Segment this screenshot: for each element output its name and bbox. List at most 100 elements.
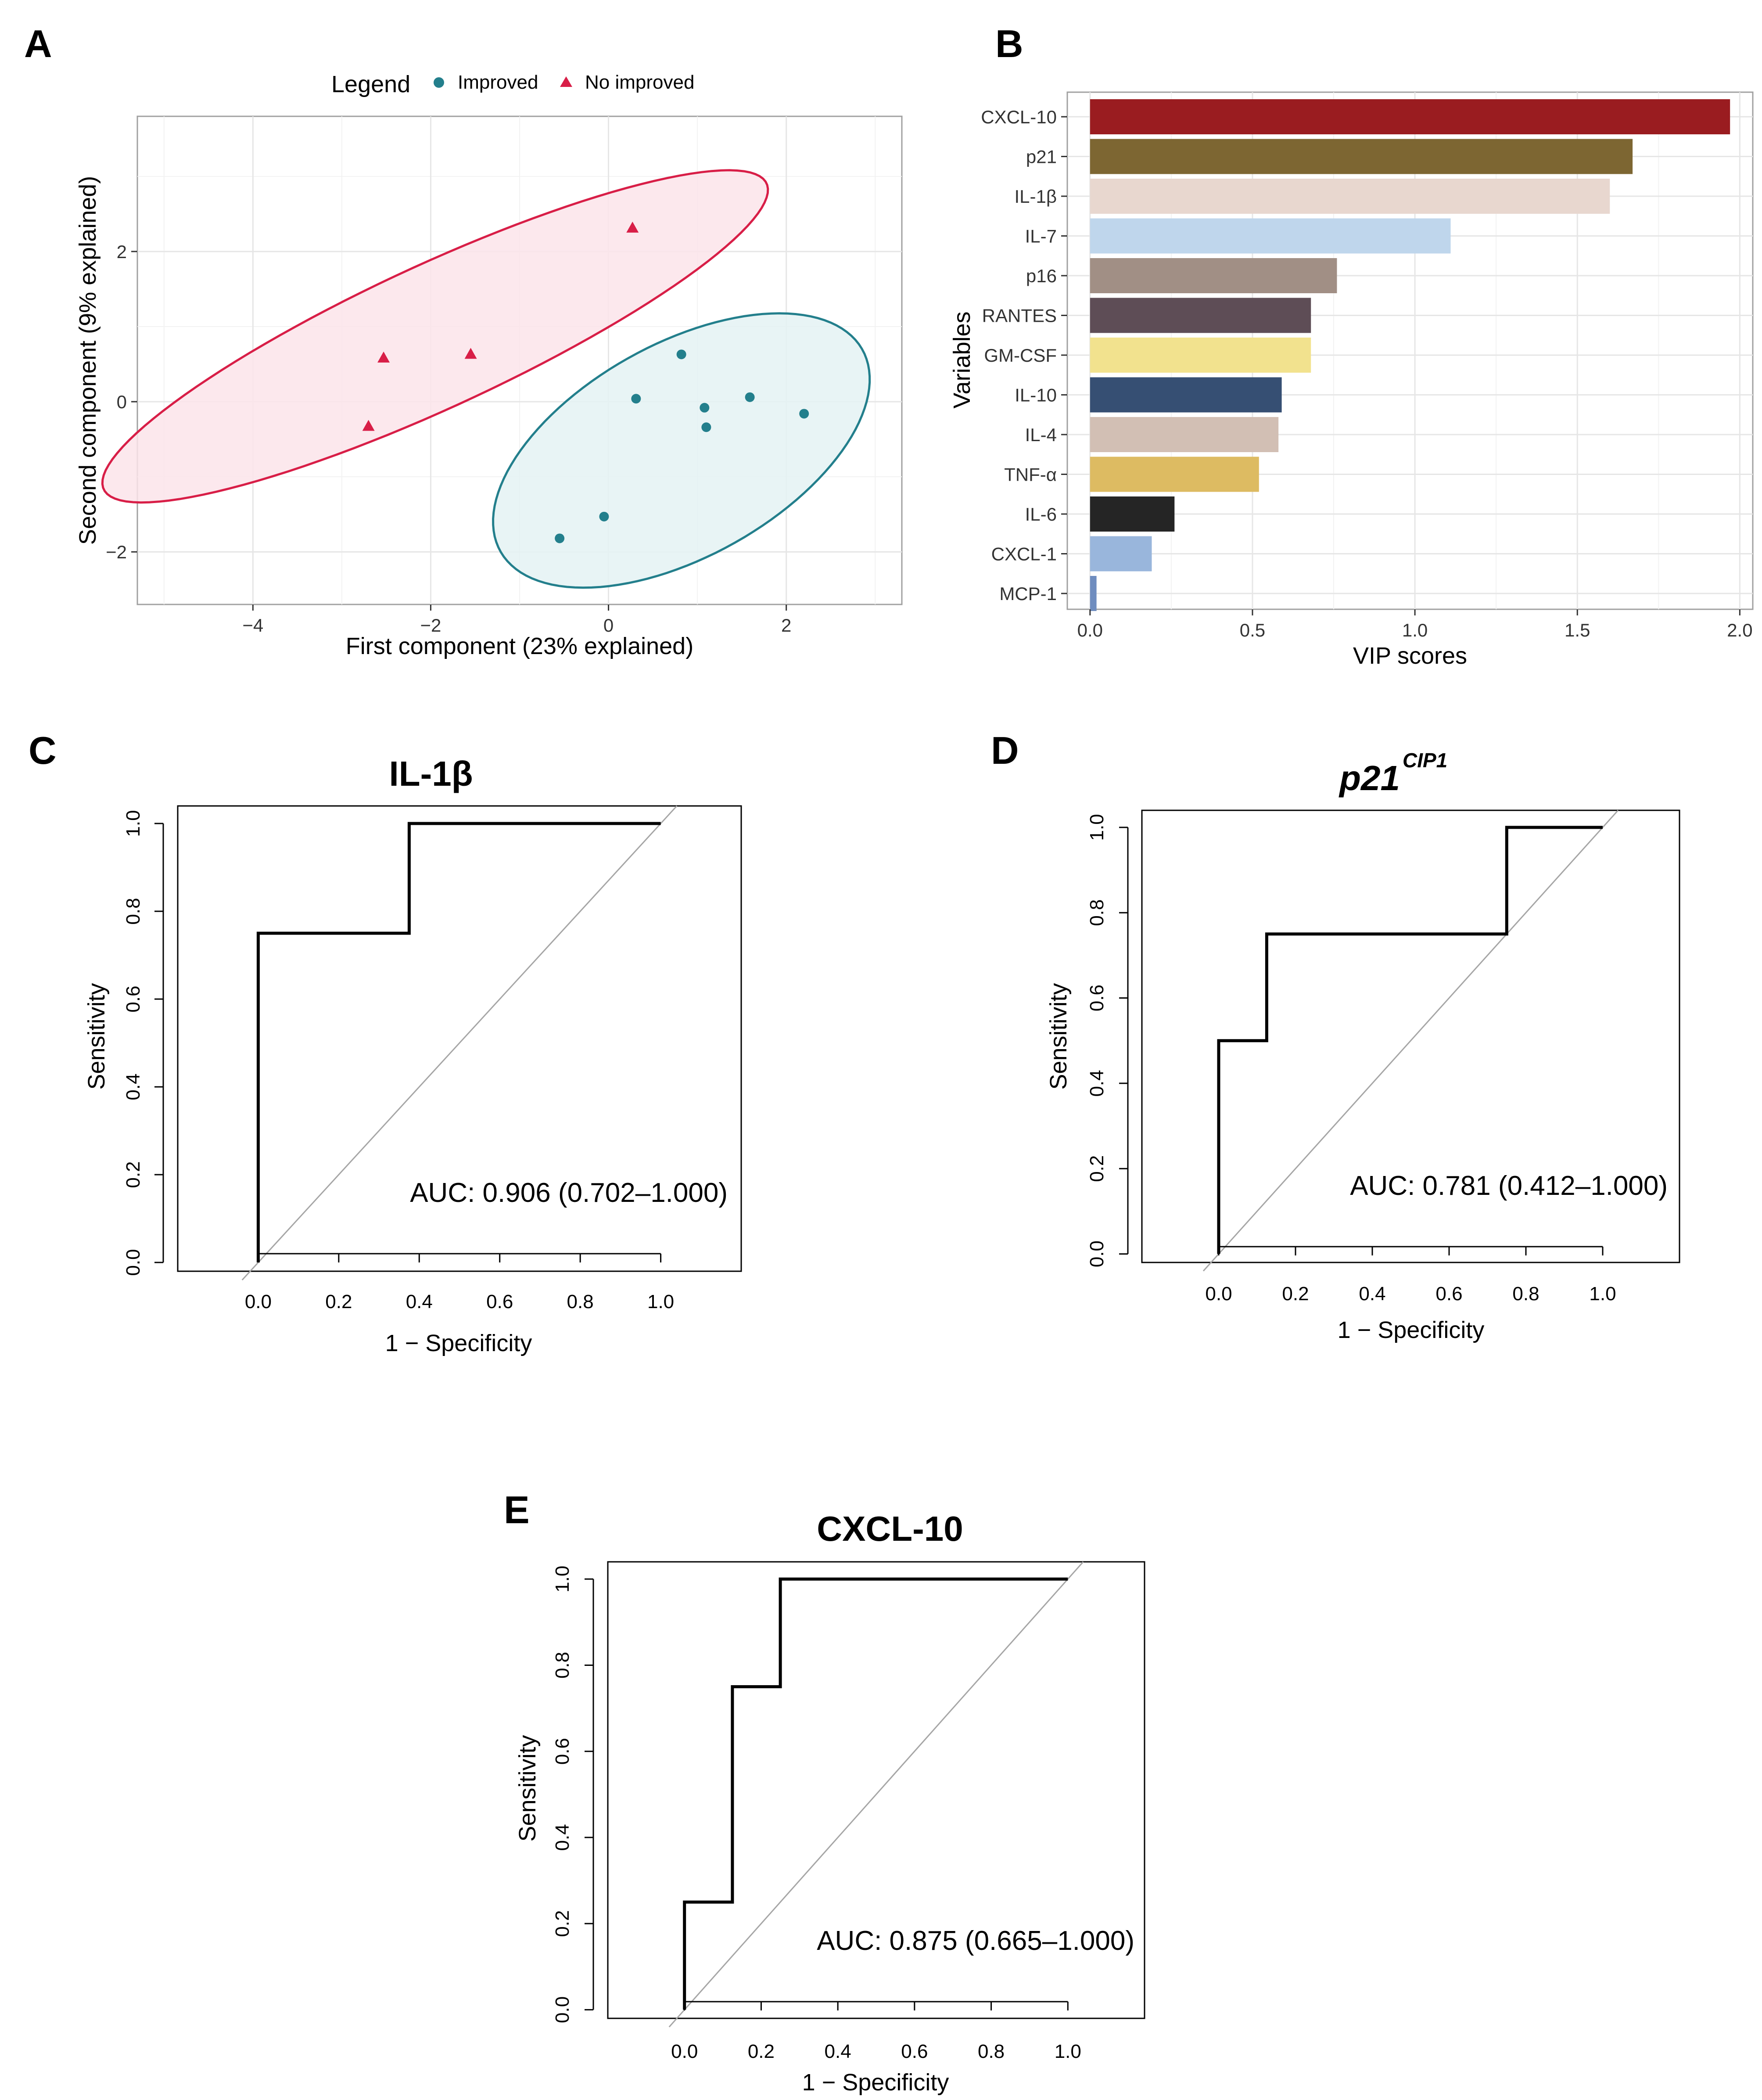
panel-letter-d: D (991, 729, 1019, 772)
point-improved (631, 394, 641, 404)
y-tick-label: 0.6 (122, 985, 144, 1012)
plot-a-xlabel: First component (23% explained) (346, 633, 693, 659)
category-label: GM-CSF (984, 345, 1057, 366)
x-tick-label: 0.6 (1435, 1283, 1462, 1305)
roc-e-frame (607, 1561, 1145, 2019)
vip-bar (1090, 298, 1311, 333)
plot-b-xlabel: VIP scores (1353, 643, 1467, 669)
panel-letter-b: B (995, 22, 1023, 65)
roc-c-xlabel: 1 − Specificity (385, 1330, 532, 1356)
y-tick-label: 0.2 (552, 1910, 573, 1937)
y-tick-label: 0.6 (552, 1738, 573, 1765)
panel-d: D p21 CIP1 0.0 0.2 0.4 0.6 0.8 1.00.00.20.40.… (991, 729, 1680, 1343)
x-tick-label: 0.6 (486, 1291, 513, 1312)
x-tick-label: 0.0 (671, 2041, 698, 2062)
roc-e-xlabel: 1 − Specificity (802, 2069, 949, 2096)
y-tick-label: 0.0 (122, 1249, 144, 1276)
vip-bar (1090, 457, 1259, 492)
y-tick-label: 0.0 (1086, 1241, 1108, 1267)
roc-e-ylabel: Sensitivity (514, 1735, 541, 1841)
ellipse-improved (492, 312, 871, 589)
y-tick-label: 0.6 (1086, 985, 1108, 1011)
point-no-improved (362, 420, 375, 431)
y-tick-label: 2 (117, 241, 127, 262)
plot-a-legend: Legend Improved No improved (331, 71, 694, 97)
roc-d-xlabel: 1 − Specificity (1338, 1317, 1485, 1343)
legend-no-improved-label: No improved (585, 72, 694, 93)
x-tick-label: 0.8 (1512, 1283, 1539, 1305)
category-label: CXCL-1 (991, 544, 1057, 565)
plot-b-ticks: CXCL-10 p21 IL-1β IL-7 p16 RANTES GM-CSF IL-10 I… (981, 107, 1752, 640)
plot-a-ellipses (101, 169, 871, 589)
roc-c-auc-text: AUC: 0.906 (0.702–1.000) (410, 1178, 728, 1208)
legend-title: Legend (331, 71, 410, 97)
vip-bar (1090, 338, 1311, 373)
vip-bar (1090, 417, 1279, 452)
x-tick-label: 0.2 (325, 1291, 352, 1312)
panel-b: B CXCL-10 p21 IL-1β IL-7 p16 RANTES GM-CSF IL-1… (949, 22, 1754, 669)
x-tick-label: 2.0 (1727, 620, 1752, 640)
category-label: IL-10 (1015, 385, 1057, 406)
point-improved (701, 422, 711, 432)
x-tick-label: 0.4 (1359, 1283, 1385, 1305)
ellipse-no-improved (101, 169, 769, 504)
y-tick-label: 1.0 (1086, 814, 1108, 841)
x-tick-label: 1.0 (1589, 1283, 1616, 1305)
plot-a-ticks: −4 −2 0 2 −2 0 2 (106, 241, 791, 636)
roc-e-diagonal (668, 1561, 1084, 2028)
point-improved (700, 403, 710, 413)
x-tick-label: 0.0 (245, 1291, 272, 1312)
roc-e-auc-text: AUC: 0.875 (0.665–1.000) (817, 1926, 1134, 1956)
point-improved (676, 349, 686, 360)
category-label: RANTES (982, 306, 1057, 326)
x-tick-label: 0.6 (901, 2041, 928, 2062)
x-tick-label: −2 (420, 615, 441, 636)
roc-d-diagonal (1202, 809, 1619, 1272)
category-label: IL-4 (1025, 424, 1057, 445)
category-label: IL-6 (1025, 504, 1057, 525)
plot-a-points (362, 221, 809, 543)
category-label: IL-1β (1014, 186, 1057, 207)
roc-c-ticks: 0.0 0.2 0.4 0.6 0.8 1.0 0.0 0.2 0.4 0.6 0.8 1.0 (122, 810, 674, 1312)
category-label: IL-7 (1025, 226, 1057, 247)
x-tick-label: 1.5 (1565, 620, 1590, 640)
roc-e-curve-group (683, 1577, 1068, 2010)
x-tick-label: 2 (781, 615, 791, 636)
vip-bar (1090, 377, 1282, 413)
point-improved (555, 533, 565, 543)
roc-d-curve-group (1217, 826, 1603, 1254)
x-tick-label: −4 (242, 615, 263, 636)
reference-diagonal (241, 805, 678, 1281)
legend-no-improved-marker (560, 76, 572, 87)
y-tick-label: 0.8 (552, 1652, 573, 1679)
reference-diagonal (668, 1561, 1084, 2028)
roc-d-title-superscript: CIP1 (1403, 749, 1447, 772)
category-label: p21 (1026, 147, 1057, 167)
reference-diagonal (1202, 809, 1619, 1272)
y-tick-label: 0.8 (122, 898, 144, 924)
plot-a-ylabel: Second component (9% explained) (75, 176, 101, 545)
roc-c-curve-group (256, 822, 661, 1262)
category-label: CXCL-10 (981, 107, 1057, 127)
y-tick-label: 0.0 (552, 1996, 573, 2023)
vip-bar (1090, 496, 1175, 532)
y-tick-label: 0.8 (1086, 899, 1108, 926)
panel-letter-a: A (24, 22, 52, 65)
point-improved (799, 409, 809, 419)
x-tick-label: 0.4 (406, 1291, 433, 1312)
roc-c-title: IL-1β (389, 754, 473, 793)
plot-b-ylabel: Variables (949, 311, 975, 408)
x-tick-label: 0.4 (825, 2041, 851, 2062)
roc-d-ylabel: Sensitivity (1045, 983, 1072, 1090)
y-tick-label: −2 (106, 542, 127, 562)
legend-improved-marker (434, 77, 444, 88)
roc-curve (1217, 826, 1603, 1254)
roc-e-ticks: 0.0 0.2 0.4 0.6 0.8 1.0 0.0 0.2 0.4 0.6 0.8 1.0 (552, 1566, 1081, 2062)
x-tick-label: 0.8 (567, 1291, 594, 1312)
y-tick-label: 0 (117, 392, 127, 412)
panel-e: E CXCL-10 0.0 0.2 0.4 0.6 0.8 1.0 0.0 0.2 0.4 0.6… (504, 1488, 1145, 2096)
x-tick-label: 0.2 (748, 2041, 775, 2062)
roc-d-auc-text: AUC: 0.781 (0.412–1.000) (1350, 1171, 1668, 1201)
panel-c: C IL-1β 0.0 0.2 0.4 0.6 0.8 1.00.00.20.40.60.… (29, 729, 742, 1356)
legend-improved-label: Improved (458, 72, 538, 93)
